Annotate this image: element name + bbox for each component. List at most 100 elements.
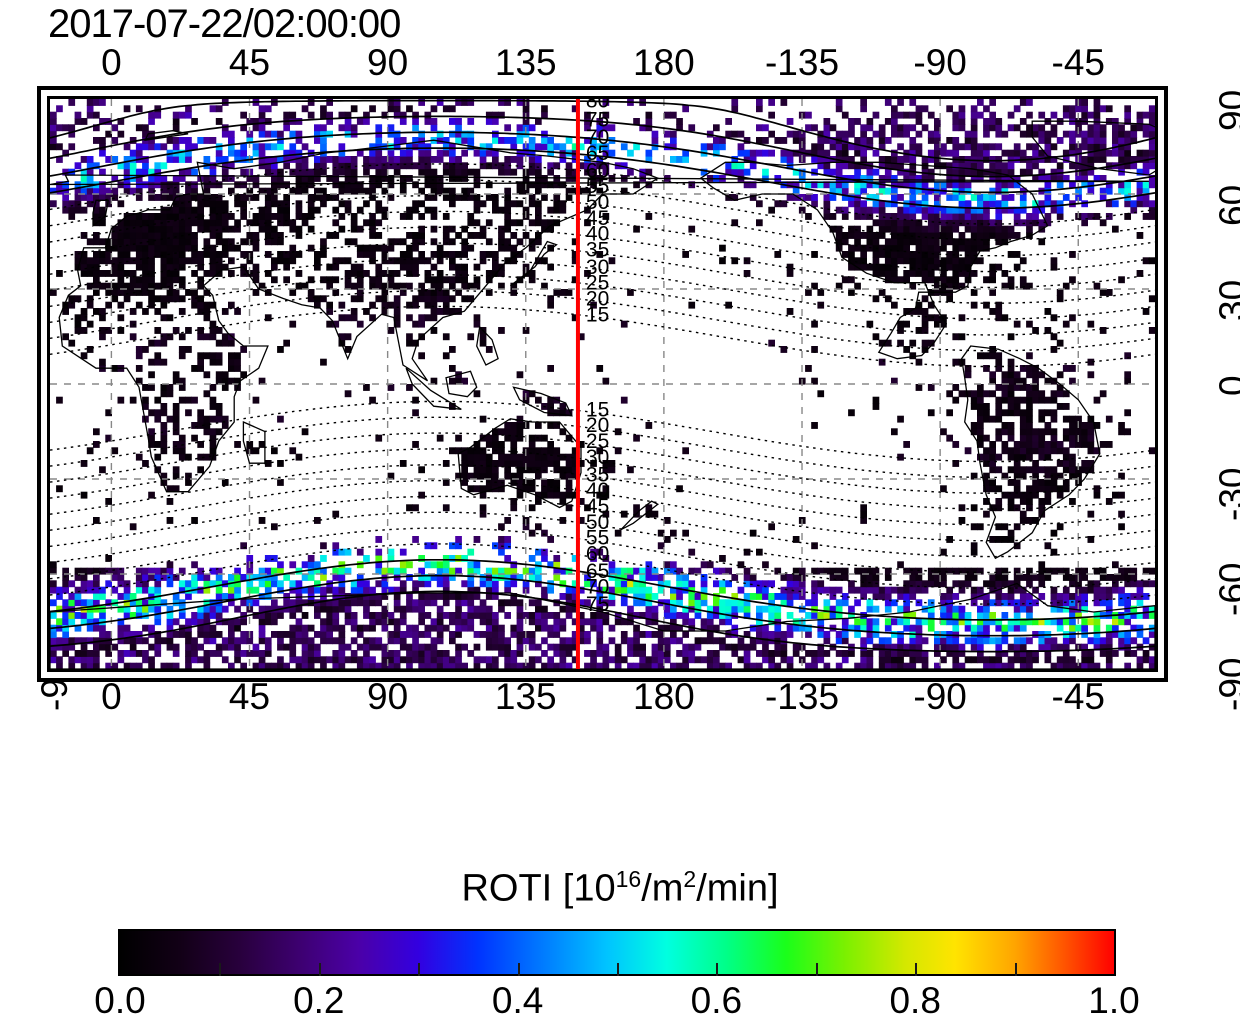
roti-cell [498,270,505,277]
roti-cell [222,371,229,378]
roti-cell [824,612,831,619]
roti-cell [130,169,137,176]
roti-cell [725,302,732,309]
roti-cell [240,599,247,606]
roti-cell [467,606,474,613]
roti-cell [719,245,726,252]
roti-cell [922,238,929,245]
roti-cell [474,536,481,543]
roti-cell [388,131,395,138]
roti-cell [345,656,352,663]
roti-cell [504,612,511,619]
roti-cell [756,631,763,638]
roti-cell [983,219,990,226]
roti-cell [161,276,168,283]
roti-cell [179,226,186,233]
roti-cell [922,207,929,214]
roti-cell [320,169,327,176]
roti-cell [756,150,763,157]
roti-cell [510,200,517,207]
roti-cell [1094,156,1101,163]
roti-cell [124,162,131,169]
roti-cell [480,162,487,169]
roti-cell [68,213,75,220]
roti-cell [486,219,493,226]
roti-cell [1081,663,1088,669]
roti-cell [302,574,309,581]
roti-cell [296,251,303,258]
roti-cell [1008,504,1015,511]
roti-cell [93,580,100,587]
roti-cell [68,663,75,669]
roti-cell [136,663,143,669]
roti-cell [940,593,947,600]
roti-cell [995,435,1002,442]
roti-cell [253,219,260,226]
roti-cell [1038,485,1045,492]
roti-cell [265,650,272,657]
longitude-tick-label-top-4: 180 [594,42,734,84]
roti-cell [713,599,720,606]
roti-cell [695,656,702,663]
roti-cell [240,200,247,207]
roti-cell [68,599,75,606]
roti-cell [431,156,438,163]
roti-cell [768,606,775,613]
roti-cell [946,150,953,157]
roti-cell [1002,226,1009,233]
roti-cell [1026,435,1033,442]
roti-cell [909,143,916,150]
roti-cell [1112,587,1119,594]
roti-cell [731,625,738,632]
roti-cell [768,207,775,214]
roti-cell [461,580,468,587]
roti-cell [240,346,247,353]
roti-cell [928,137,935,144]
roti-cell [719,143,726,150]
roti-cell [68,143,75,150]
roti-cell [547,644,554,651]
roti-cell [1088,650,1095,657]
roti-cell [738,606,745,613]
roti-cell [995,637,1002,644]
roti-cell [130,644,137,651]
roti-cell [492,473,499,480]
roti-cell [860,207,867,214]
roti-cell [474,181,481,188]
roti-cell [1020,397,1027,404]
roti-cell [1106,650,1113,657]
roti-cell [197,276,204,283]
roti-cell [136,365,143,372]
roti-cell [1045,143,1052,150]
roti-cell [50,200,57,207]
roti-cell [486,663,493,669]
roti-cell [1118,587,1125,594]
roti-cell [1137,663,1144,669]
roti-cell [891,251,898,258]
roti-cell [928,150,935,157]
roti-cell [185,238,192,245]
roti-cell [695,612,702,619]
roti-cell [897,340,904,347]
roti-cell [253,238,260,245]
roti-cell [854,599,861,606]
roti-cell [486,656,493,663]
roti-cell [756,200,763,207]
roti-cell [124,663,131,669]
roti-cell [406,232,413,239]
roti-cell [621,397,628,404]
roti-cell [1014,606,1021,613]
roti-cell [1057,403,1064,410]
roti-cell [253,181,260,188]
roti-cell [1032,435,1039,442]
roti-cell [946,226,953,233]
roti-cell [824,213,831,220]
roti-cell [228,226,235,233]
roti-cell [504,473,511,480]
roti-cell [1020,625,1027,632]
roti-cell [394,656,401,663]
roti-cell [965,257,972,264]
roti-heatmap-plot[interactable]: 8075706560555045403530252015152025303540… [50,99,1155,669]
roti-cell [1088,447,1095,454]
roti-cell [1020,606,1027,613]
